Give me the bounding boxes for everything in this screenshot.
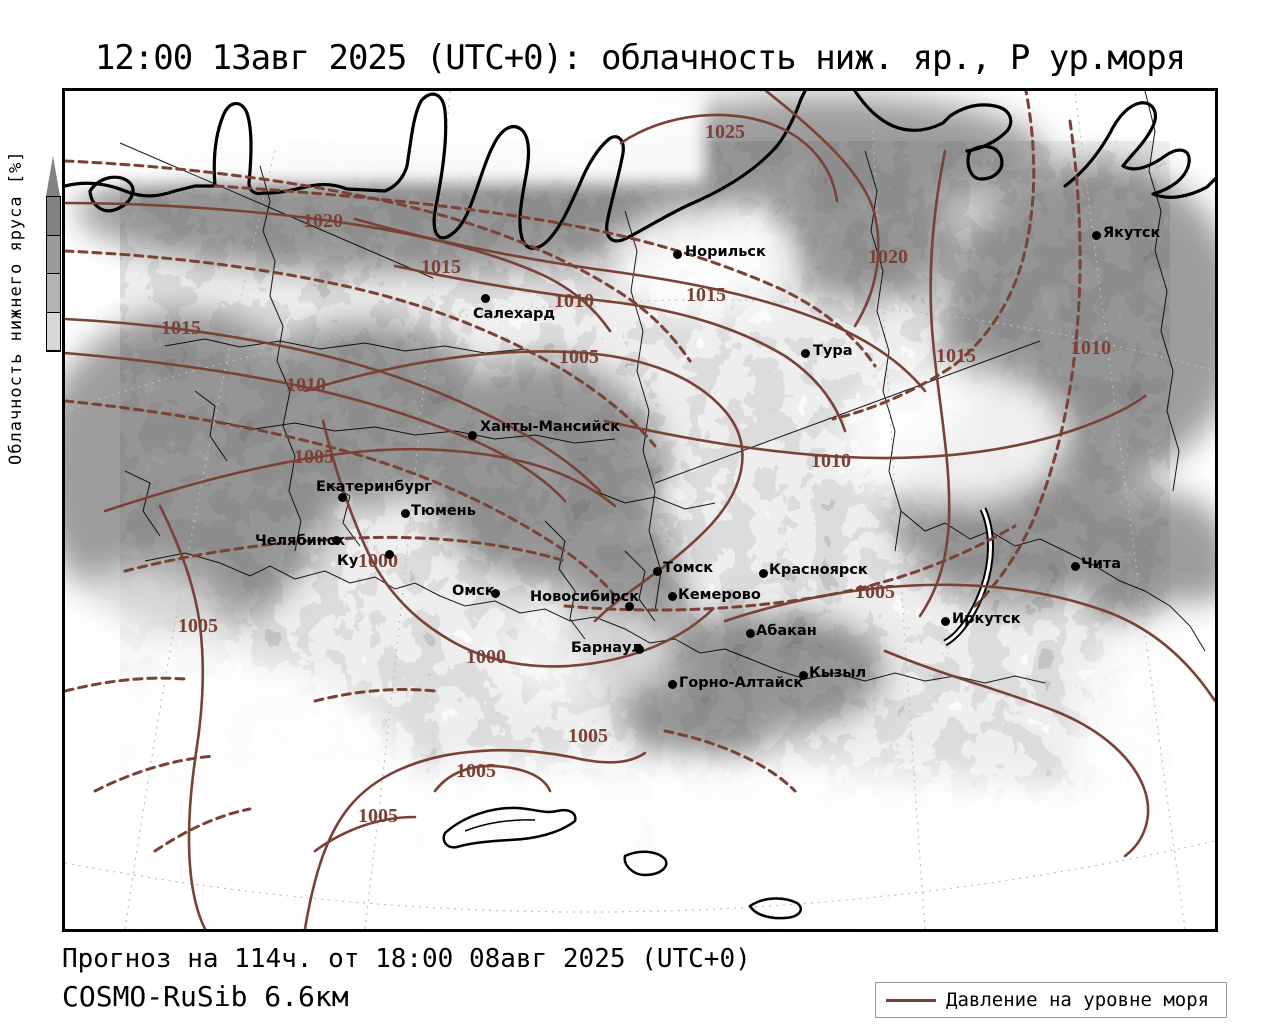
map-title: 12:00 13авг 2025 (UTC+0): облачность ниж…: [94, 38, 1186, 78]
coastline: [65, 91, 1215, 250]
forecast-info: Прогноз на 114ч. от 18:00 08авг 2025 (UT…: [62, 944, 751, 974]
model-info: COSMO-RuSib 6.6км: [62, 980, 349, 1013]
lake-balkhash: [442, 806, 577, 849]
colorbar-segment: [46, 234, 61, 274]
colorbar-arrow-bottom: [46, 351, 61, 394]
graticule: [65, 91, 1215, 929]
isobars-dashed: [65, 91, 1082, 853]
map-canvas: [65, 91, 1215, 929]
forecast-map: 1025 1020 1020 1015 1015 1015 1010 1010 1005 1005…: [62, 88, 1218, 932]
region-borders: [119, 91, 1206, 684]
colorbar-arrow-top: [46, 156, 60, 196]
colorbar-axis-label: Облачность нижнего яруса [%]: [6, 150, 26, 466]
cloudiness-colorbar: 9070503010: [46, 156, 84, 396]
legend-label: Давление на уровне моря: [946, 989, 1210, 1011]
isobars-solid: [65, 91, 1215, 929]
pressure-line-sample: [886, 999, 936, 1002]
colorbar-segment: [46, 273, 61, 313]
cloud-field: [65, 91, 1215, 929]
colorbar-segment: [46, 311, 61, 351]
colorbar-segment: [46, 196, 61, 236]
legend: Давление на уровне моря: [875, 982, 1227, 1018]
lakes: [442, 507, 994, 920]
